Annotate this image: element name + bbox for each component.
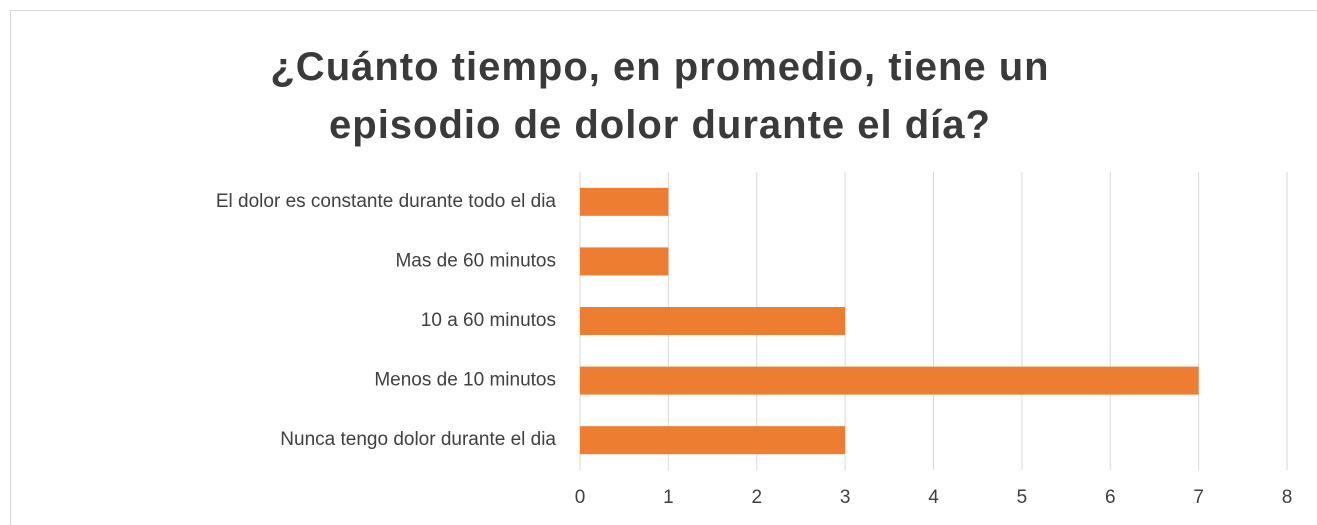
y-tick-label: El dolor es constante durante todo el di…	[216, 191, 557, 212]
bar	[580, 307, 846, 335]
x-tick-label: 1	[663, 487, 674, 508]
y-tick-label: Nunca tengo dolor durante el dia	[280, 429, 556, 450]
x-tick-label: 3	[840, 487, 851, 508]
y-tick-label: Mas de 60 minutos	[395, 250, 556, 271]
x-tick-label: 0	[575, 487, 586, 508]
y-tick-label: 10 a 60 minutos	[421, 310, 556, 331]
y-tick-label: Menos de 10 minutos	[374, 370, 556, 391]
bar	[580, 187, 669, 216]
x-tick-label: 5	[1017, 487, 1028, 508]
chart-title: ¿Cuánto tiempo, en promedio, tiene un ep…	[270, 45, 1050, 147]
x-tick-label: 6	[1105, 487, 1116, 508]
chart-border	[10, 10, 1317, 525]
x-tick-label: 4	[928, 487, 939, 508]
bar	[580, 426, 846, 455]
x-tick-label: 2	[751, 487, 762, 508]
bar	[580, 247, 669, 276]
chart-title-box: ¿Cuánto tiempo, en promedio, tiene un ep…	[160, 38, 1160, 154]
bar	[580, 366, 1199, 395]
x-tick-label: 8	[1282, 487, 1293, 508]
x-tick-label: 7	[1193, 487, 1204, 508]
